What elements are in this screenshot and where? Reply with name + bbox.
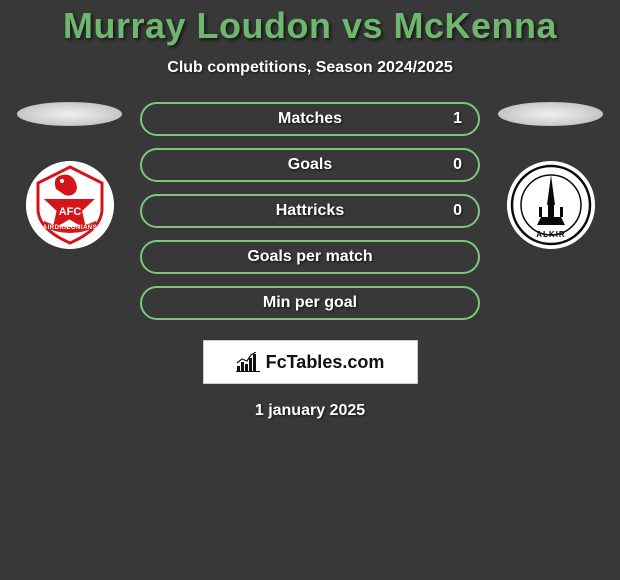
airdrieonians-crest-icon: AFC AIRDRIEONIANS [26, 161, 114, 249]
club-crest-right: ALKIR [507, 161, 595, 249]
stat-right-value: 0 [453, 202, 462, 220]
stat-row-min-per-goal: Min per goal [140, 286, 480, 320]
comparison-row: AFC AIRDRIEONIANS Matches 1 Goals 0 Hatt… [0, 102, 620, 320]
player-left-column: AFC AIRDRIEONIANS [17, 102, 122, 249]
stat-row-matches: Matches 1 [140, 102, 480, 136]
stat-label: Hattricks [276, 202, 344, 220]
stats-column: Matches 1 Goals 0 Hattricks 0 Goals per … [140, 102, 480, 320]
stat-right-value: 0 [453, 156, 462, 174]
club-crest-left: AFC AIRDRIEONIANS [26, 161, 114, 249]
svg-text:ALKIR: ALKIR [536, 230, 565, 239]
stat-row-hattricks: Hattricks 0 [140, 194, 480, 228]
falkirk-crest-icon: ALKIR [507, 161, 595, 249]
brand-name: FcTables.com [266, 352, 385, 373]
date-text: 1 january 2025 [0, 402, 620, 420]
page-title: Murray Loudon vs McKenna [0, 5, 620, 47]
stat-row-goals: Goals 0 [140, 148, 480, 182]
stat-row-goals-per-match: Goals per match [140, 240, 480, 274]
stat-label: Matches [278, 110, 342, 128]
bar-chart-icon [236, 352, 260, 372]
subtitle: Club competitions, Season 2024/2025 [0, 59, 620, 77]
player-left-headshot [17, 102, 122, 126]
player-right-headshot [498, 102, 603, 126]
stat-right-value: 1 [453, 110, 462, 128]
svg-text:AIRDRIEONIANS: AIRDRIEONIANS [42, 225, 97, 231]
stat-label: Goals [288, 156, 332, 174]
brand-box: FcTables.com [203, 340, 418, 384]
player-right-column: ALKIR [498, 102, 603, 249]
svg-text:AFC: AFC [58, 206, 81, 218]
stat-label: Min per goal [263, 294, 357, 312]
stat-label: Goals per match [247, 248, 372, 266]
